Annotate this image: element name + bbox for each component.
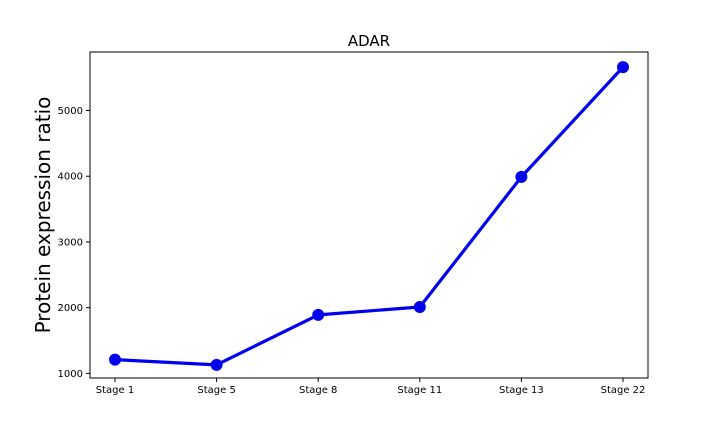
x-tick-label: Stage 13 <box>499 385 544 396</box>
x-axis-ticks: Stage 1 Stage 5 Stage 8 Stage 11 Stage 13 Sta… <box>96 378 646 396</box>
y-tick-label: 5000 <box>58 106 83 117</box>
data-point <box>210 358 223 371</box>
x-tick-label: Stage 8 <box>299 385 337 396</box>
y-tick-label: 3000 <box>58 237 83 248</box>
y-tick-label: 4000 <box>58 172 83 183</box>
data-point <box>413 301 426 314</box>
data-point <box>109 353 121 366</box>
data-point <box>312 308 325 321</box>
series-line <box>113 65 625 367</box>
plot-frame <box>89 51 649 379</box>
data-point <box>617 61 629 74</box>
series-layer <box>109 61 629 371</box>
x-tick-label: Stage 11 <box>397 385 442 396</box>
data-point <box>515 170 528 183</box>
x-tick-label: Stage 5 <box>197 385 235 396</box>
x-tick-label: Stage 1 <box>96 385 134 396</box>
y-tick-label: 2000 <box>58 303 83 314</box>
y-tick-label: 1000 <box>58 369 83 380</box>
chart-title: ADAR <box>348 32 390 50</box>
x-tick-label: Stage 22 <box>601 385 646 396</box>
y-axis-label: Protein expression ratio <box>31 97 55 334</box>
y-axis-ticks: 1000 2000 3000 4000 5000 <box>58 106 90 380</box>
